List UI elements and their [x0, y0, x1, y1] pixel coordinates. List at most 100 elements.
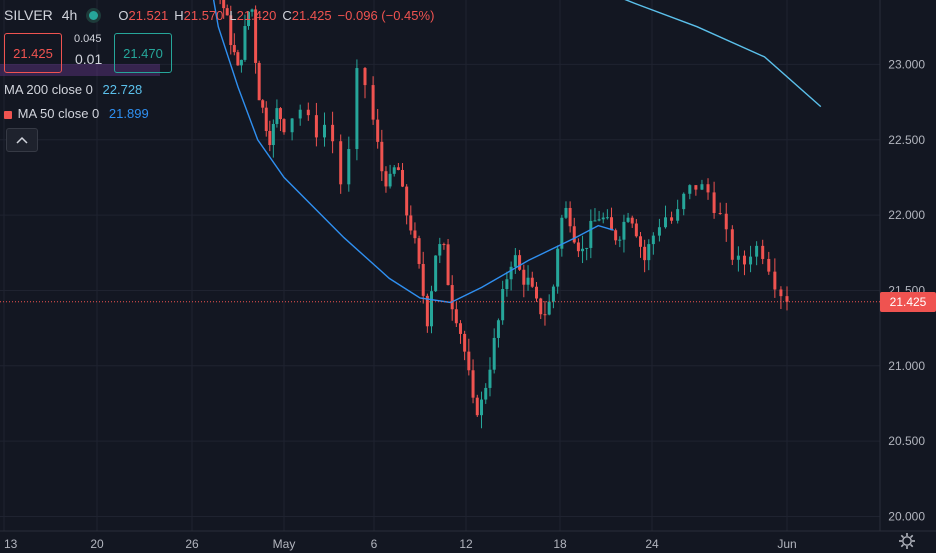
- candle-body: [597, 219, 601, 221]
- x-tick-label: 6: [371, 537, 378, 551]
- gear-icon[interactable]: [898, 532, 916, 550]
- candle-body: [421, 263, 425, 296]
- candle-body: [225, 8, 229, 16]
- candle-body: [275, 108, 279, 124]
- candle-body: [651, 235, 655, 245]
- candle-body: [530, 277, 534, 287]
- x-tick-label: 18: [553, 537, 567, 551]
- candle-body: [278, 108, 282, 120]
- sell-button[interactable]: 21.425: [4, 33, 62, 73]
- candle-body: [718, 212, 722, 214]
- candle-body: [463, 333, 467, 352]
- y-tick-label: 20.000: [888, 510, 925, 524]
- candle-body: [724, 213, 728, 230]
- y-tick-label: 20.500: [888, 434, 925, 448]
- x-tick-label: 24: [645, 537, 659, 551]
- x-tick-label: May: [273, 537, 296, 551]
- candle-body: [535, 286, 538, 299]
- candle-body: [471, 370, 475, 398]
- candle-body: [589, 220, 593, 248]
- candle-body: [755, 245, 759, 257]
- change-value: −0.096 (−0.45%): [337, 7, 435, 23]
- candle-body: [556, 248, 560, 287]
- candle-body: [676, 209, 680, 221]
- candle-body: [236, 52, 240, 66]
- candle-body: [576, 242, 580, 252]
- candle-body: [712, 192, 716, 213]
- symbol-label[interactable]: SILVER: [4, 7, 53, 23]
- collapse-legend-button[interactable]: [6, 128, 38, 152]
- candle-body: [560, 217, 564, 249]
- candle-body: [551, 286, 555, 302]
- candle-body: [518, 255, 522, 270]
- candle-body: [271, 123, 275, 146]
- candle-body: [601, 217, 605, 220]
- candle-body: [434, 255, 438, 292]
- candle-body: [430, 291, 433, 327]
- candle-body: [250, 9, 254, 12]
- candle-body: [347, 149, 351, 185]
- y-tick-label: 23.000: [888, 57, 925, 71]
- x-tick-label: Jun: [777, 537, 796, 551]
- candle-body: [268, 130, 272, 146]
- candle-body: [446, 244, 450, 286]
- indicator-ma50[interactable]: MA 50 close 0 21.899: [4, 106, 149, 121]
- candle-body: [488, 369, 492, 388]
- candle-body: [647, 244, 651, 261]
- ma200-value: 22.728: [102, 82, 143, 97]
- candle-body: [736, 255, 740, 260]
- candle-body: [526, 277, 530, 285]
- candle-body: [222, 0, 226, 9]
- spread-value: 0.01: [75, 51, 103, 67]
- candle-body: [454, 309, 458, 324]
- candle-body: [670, 217, 674, 221]
- x-tick-label: 12: [459, 537, 473, 551]
- market-open-dot-icon: [89, 10, 99, 20]
- candle-body: [298, 109, 302, 119]
- candle-body: [376, 119, 380, 142]
- candle-body: [505, 279, 509, 290]
- candle-body: [630, 217, 634, 224]
- spread-top-value: 0.045: [74, 33, 102, 45]
- y-tick-label: 21.000: [888, 359, 925, 373]
- candle-body: [243, 26, 247, 60]
- candle-body: [572, 226, 576, 243]
- candle-body: [643, 246, 647, 261]
- ma200-line: [624, 0, 822, 108]
- candle-body: [492, 337, 496, 370]
- candle-body: [232, 45, 236, 53]
- candle-body: [593, 220, 597, 222]
- candle-body: [605, 217, 609, 219]
- candle-body: [417, 238, 421, 264]
- candle-body: [392, 167, 396, 174]
- ma50-label: MA 50 close 0: [17, 106, 100, 121]
- candle-body: [543, 314, 547, 316]
- candle-body: [264, 107, 268, 131]
- ohlc-legend: SILVER 4h O 21.521 H 21.570 L 21.420 C 21.42…: [4, 7, 434, 23]
- candle-body: [467, 351, 471, 371]
- candle-body: [585, 247, 589, 249]
- candle-body: [657, 227, 661, 236]
- close-key: C: [282, 7, 292, 23]
- candle-body: [767, 258, 771, 272]
- candle-body: [664, 217, 667, 228]
- candle-body: [480, 399, 484, 416]
- candle-body: [458, 323, 462, 334]
- y-tick-label: 22.000: [888, 208, 925, 222]
- candle-body: [442, 244, 446, 246]
- candle-body: [229, 15, 233, 46]
- candle-body: [564, 207, 568, 218]
- candle-body: [694, 185, 698, 190]
- buy-button[interactable]: 21.470: [114, 33, 172, 73]
- indicator-ma200[interactable]: MA 200 close 0 22.728: [4, 82, 142, 97]
- candle-body: [282, 119, 286, 133]
- timeframe-label[interactable]: 4h: [61, 7, 78, 23]
- candle-body: [290, 118, 294, 133]
- candle-body: [749, 256, 753, 265]
- candle-body: [339, 141, 343, 185]
- candle-body: [405, 186, 409, 216]
- y-tick-label: 22.500: [888, 133, 925, 147]
- open-key: O: [118, 7, 129, 23]
